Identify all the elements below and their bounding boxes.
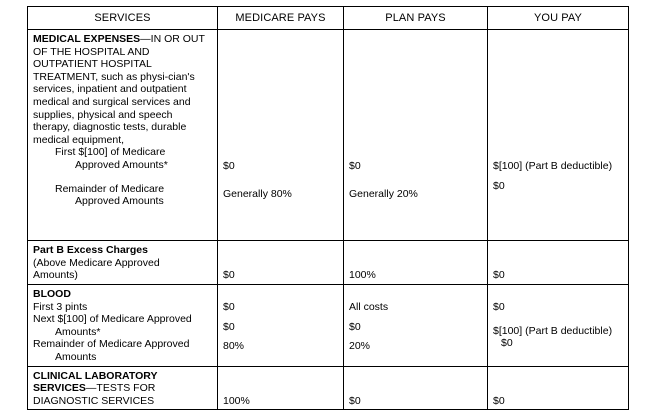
cell-services-blood: BLOOD First 3 pints Next $[100] of Medic… [27, 284, 218, 367]
spacer [223, 173, 338, 188]
table-row: CLINICAL LABORATORY SERVICES—TESTS FOR D… [27, 365, 629, 411]
cell-medicare-pays-blood: $0 $0 80% [217, 284, 344, 367]
medicare-benefit-table: SERVICES MEDICARE PAYS PLAN PAYS YOU PAY… [27, 6, 629, 411]
spacer [493, 173, 623, 180]
clinical-lab-heading-line2: SERVICES—TESTS FOR [33, 382, 212, 395]
cell-medicare-pays-part-b-excess: $0 [217, 240, 344, 285]
part-b-excess-line2: (Above Medicare Approved [33, 256, 160, 269]
medicare-pays-lab-value1: 100% [223, 394, 250, 407]
spacer [349, 314, 482, 321]
column-header-medicare-pays: MEDICARE PAYS [217, 6, 344, 30]
blood-heading: BLOOD [33, 288, 71, 300]
blood-item3-line2: Amounts [55, 350, 97, 363]
medical-expenses-body: such as physi-cian's services, inpatient… [33, 70, 195, 146]
plan-pays-blood-value1: All costs [349, 301, 389, 313]
medicare-pays-blood-value2: $0 [223, 320, 235, 333]
column-header-services: SERVICES [27, 6, 218, 30]
cell-plan-pays-blood: All costs $0 20% [343, 284, 488, 367]
medical-expenses-item2-line2: Approved Amounts [75, 195, 164, 208]
table-header: SERVICES MEDICARE PAYS PLAN PAYS YOU PAY [27, 6, 629, 30]
plan-pays-blood-value3: 20% [349, 340, 371, 353]
cell-you-pay-part-b-excess: $0 [487, 240, 629, 285]
medical-expenses-item2-line1: Remainder of Medicare [55, 182, 165, 195]
spacer [223, 314, 338, 321]
cell-services-medical-expenses: MEDICAL EXPENSES—IN OR OUT OF THE HOSPIT… [27, 29, 218, 241]
cell-you-pay-medical-expenses: $[100] (Part B deductible) $0 [487, 29, 629, 241]
medicare-pays-blood-value1: $0 [223, 301, 235, 313]
spacer [349, 333, 482, 340]
cell-services-part-b-excess: Part B Excess Charges (Above Medicare Ap… [27, 240, 218, 285]
plan-pays-blood-value2: $0 [349, 320, 361, 333]
medicare-pays-blood-value3: 80% [223, 340, 245, 353]
medicare-pays-excess-value1: $0 [223, 269, 235, 281]
medical-expenses-description: MEDICAL EXPENSES—IN OR OUT OF THE HOSPIT… [33, 33, 212, 146]
clinical-lab-heading2: SERVICES [33, 382, 86, 395]
you-pay-blood-value1: $0 [493, 301, 505, 313]
you-pay-medical-value2: $0 [493, 179, 505, 192]
spacer [349, 173, 482, 188]
cell-plan-pays-part-b-excess: 100% [343, 240, 488, 285]
clinical-lab-heading-suffix: —TESTS FOR [85, 382, 156, 395]
you-pay-blood-value3: $0 [501, 337, 513, 350]
clinical-lab-line3: DIAGNOSTIC SERVICES [33, 394, 155, 407]
medical-expenses-item1-line1: First $[100] of Medicare [55, 146, 166, 159]
blood-item3-line1: Remainder of Medicare Approved [33, 338, 190, 351]
cell-plan-pays-medical-expenses: $0 Generally 20% [343, 29, 488, 241]
column-header-plan-pays: PLAN PAYS [343, 6, 488, 30]
blood-item2-line1: Next $[100] of Medicare Approved [33, 313, 192, 326]
medical-expenses-heading: MEDICAL EXPENSES [33, 33, 141, 45]
spacer [223, 333, 338, 340]
medicare-pays-medical-value1: $0 [223, 160, 235, 172]
table-row: Part B Excess Charges (Above Medicare Ap… [27, 240, 629, 285]
plan-pays-medical-value2: Generally 20% [349, 187, 418, 200]
column-header-you-pay: YOU PAY [487, 6, 629, 30]
table-row: BLOOD First 3 pints Next $[100] of Medic… [27, 284, 629, 367]
spacer [33, 172, 212, 183]
plan-pays-excess-value1: 100% [349, 269, 376, 281]
blood-item2-line2: Amounts* [55, 325, 101, 338]
part-b-excess-heading: Part B Excess Charges [33, 244, 148, 256]
table-body: MEDICAL EXPENSES—IN OR OUT OF THE HOSPIT… [27, 29, 629, 411]
blood-item1: First 3 pints [33, 300, 88, 313]
medical-expenses-heading-suffix: —IN OR OUT OF THE HOSPITAL AND OUTPATIEN… [33, 33, 205, 83]
plan-pays-lab-value1: $0 [349, 394, 361, 407]
cell-you-pay-blood: $0 $[100] (Part B deductible) $0 [487, 284, 629, 367]
part-b-excess-line3: Amounts) [33, 269, 78, 282]
cell-plan-pays-clinical-laboratory: $0 [343, 365, 488, 411]
spacer [493, 314, 623, 325]
cell-you-pay-clinical-laboratory: $0 [487, 365, 629, 411]
table-row: MEDICAL EXPENSES—IN OR OUT OF THE HOSPIT… [27, 29, 629, 241]
cell-medicare-pays-clinical-laboratory: 100% [217, 365, 344, 411]
you-pay-lab-value1: $0 [493, 394, 505, 407]
you-pay-medical-value1: $[100] (Part B deductible) [493, 160, 613, 172]
you-pay-excess-value1: $0 [493, 269, 505, 281]
clinical-lab-heading: CLINICAL LABORATORY [33, 369, 158, 382]
cell-services-clinical-laboratory: CLINICAL LABORATORY SERVICES—TESTS FOR D… [27, 365, 218, 411]
medical-expenses-item1-line2: Approved Amounts* [75, 158, 168, 171]
table-header-row: SERVICES MEDICARE PAYS PLAN PAYS YOU PAY [27, 6, 629, 30]
plan-pays-medical-value1: $0 [349, 160, 361, 172]
you-pay-blood-value2: $[100] (Part B deductible) [493, 324, 613, 337]
medicare-pays-medical-value2: Generally 80% [223, 187, 292, 200]
cell-medicare-pays-medical-expenses: $0 Generally 80% [217, 29, 344, 241]
